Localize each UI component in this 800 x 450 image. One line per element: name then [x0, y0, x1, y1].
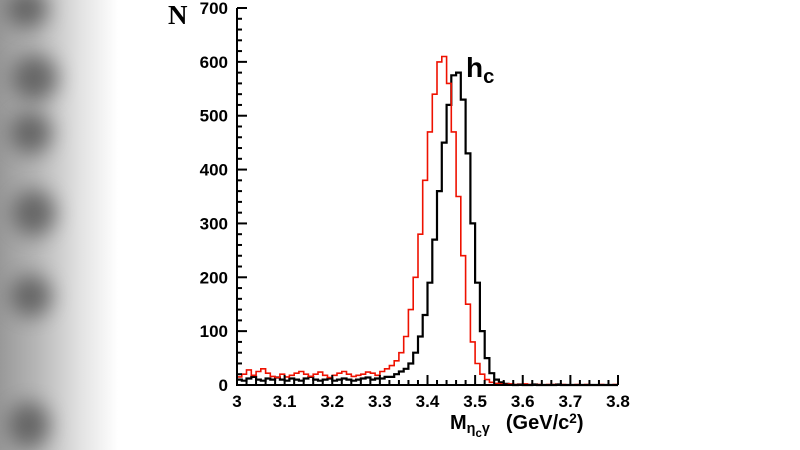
- y-axis-title: N: [168, 0, 188, 30]
- x-title-eta-c: c: [475, 428, 482, 441]
- y-tick-label: 400: [200, 161, 228, 180]
- x-tick-label: 3.4: [416, 392, 440, 411]
- y-tick-label: 600: [200, 53, 228, 72]
- blurred-blob: [10, 112, 52, 154]
- black-histogram-path: [237, 71, 618, 387]
- x-tick-label: 3.2: [320, 392, 344, 411]
- x-title-units-post: ): [576, 412, 584, 435]
- x-axis-title: Mηcγ (GeV/c2): [450, 411, 583, 440]
- y-tick-label: 0: [219, 376, 228, 395]
- blurred-left-sidebar: [0, 0, 118, 450]
- y-tick-label: 700: [200, 0, 228, 18]
- blurred-blob: [12, 190, 56, 236]
- chart-axes: [236, 7, 619, 386]
- x-tick-label: 3: [232, 392, 241, 411]
- x-title-units-exp: 2: [569, 411, 577, 426]
- blurred-blob: [12, 55, 58, 101]
- annotation-hc-sub: c: [483, 66, 495, 89]
- x-tick-label: 3.7: [559, 392, 583, 411]
- x-tick-label: 3.6: [511, 392, 535, 411]
- x-tick-label: 3.3: [368, 392, 392, 411]
- x-title-units: (GeV/c2): [505, 411, 584, 435]
- y-tick-label: 500: [200, 107, 228, 126]
- x-title-gamma: γ: [481, 421, 490, 438]
- x-title-units-pre: (GeV/c: [505, 412, 570, 435]
- y-tick-label: 100: [200, 322, 228, 341]
- annotation-hc: hc: [466, 52, 494, 89]
- blurred-blob: [8, 402, 50, 448]
- red-histogram-path: [237, 55, 619, 386]
- axis-tick-labels: 0 100 200 300 400 500 600 700 3 3.1 3.2 3.3 3.4 3.5 3.…: [200, 0, 630, 411]
- x-title-eta: η: [466, 421, 476, 438]
- x-tick-label: 3.1: [273, 392, 297, 411]
- y-tick-label: 200: [200, 268, 228, 287]
- histogram-series: [237, 55, 619, 387]
- x-title-main: M: [450, 412, 467, 435]
- x-tick-label: 3.5: [463, 392, 487, 411]
- y-tick-label: 300: [200, 214, 228, 233]
- blurred-blob: [10, 275, 52, 317]
- x-tick-label: 3.8: [606, 392, 630, 411]
- x-title-subscript: ηcγ: [466, 421, 490, 441]
- annotation-hc-main: h: [466, 52, 484, 83]
